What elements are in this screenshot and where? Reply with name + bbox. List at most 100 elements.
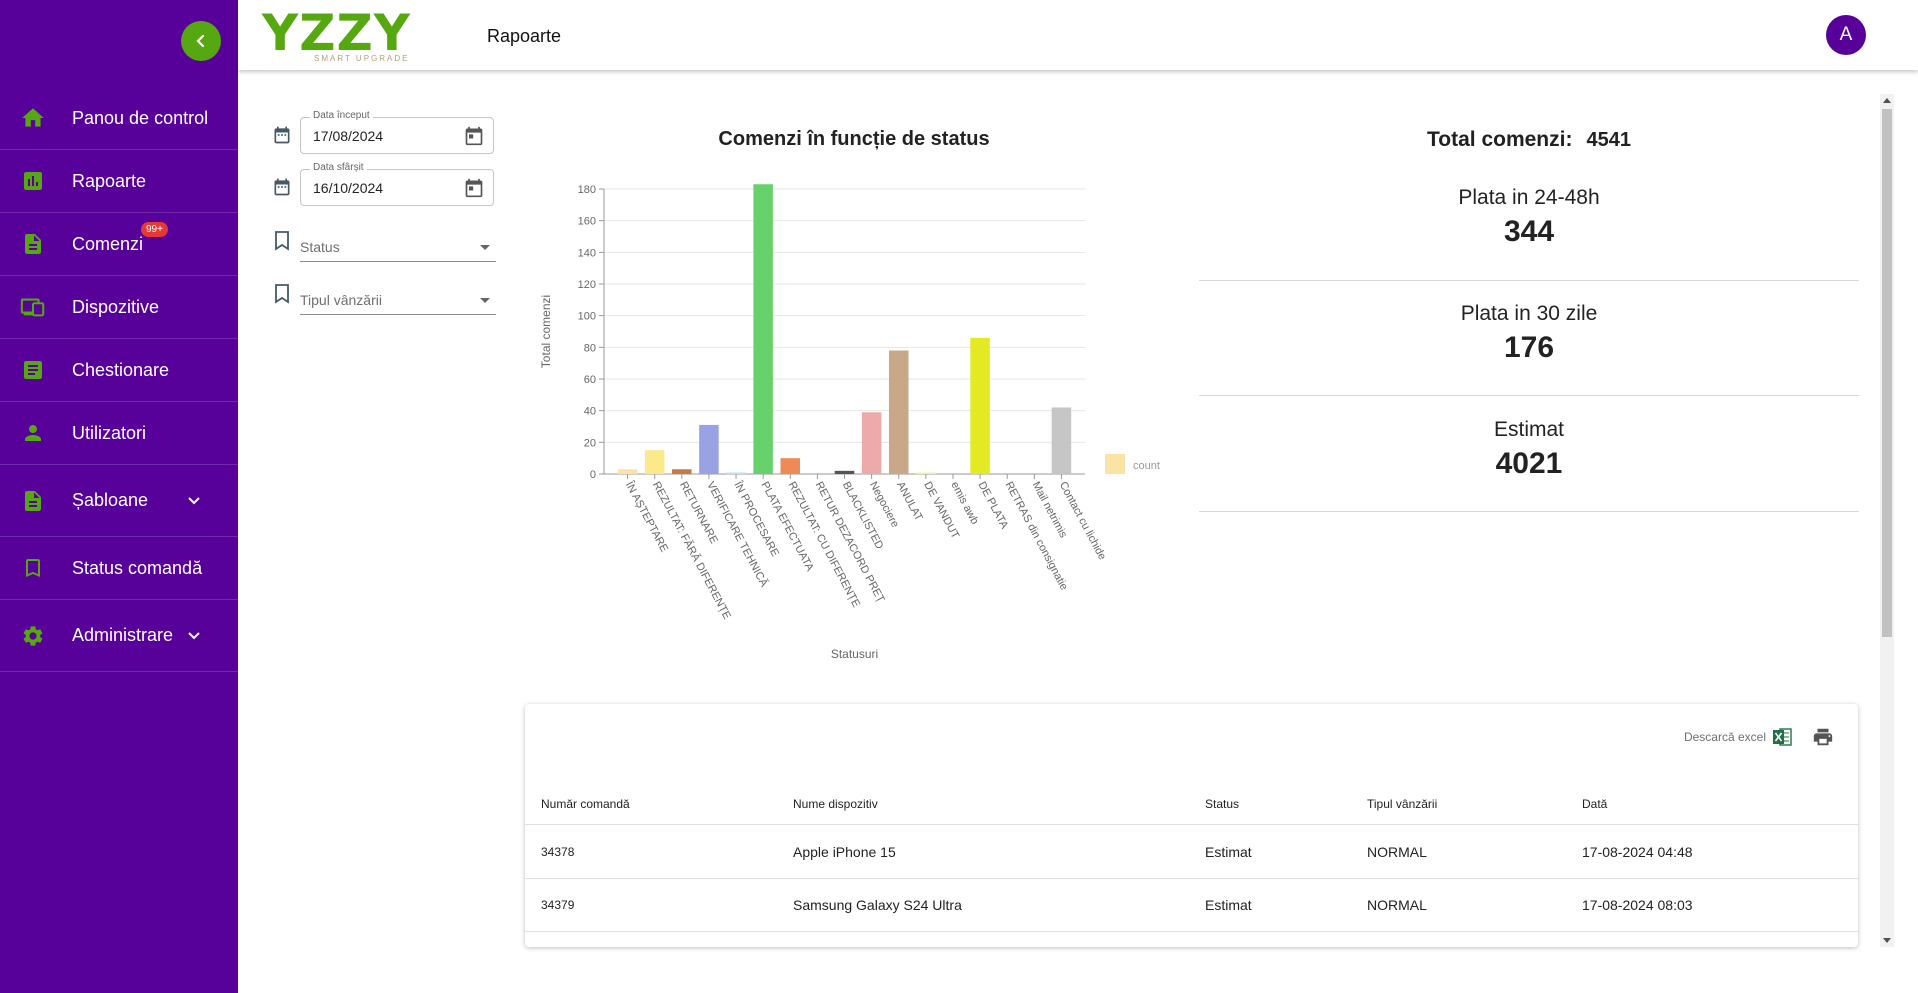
list-document-icon <box>20 357 46 383</box>
chart-title: Comenzi în funcție de status <box>718 128 990 150</box>
field-label: Data început <box>310 110 373 121</box>
stat-estimated: Estimat 4021 <box>1199 418 1859 512</box>
download-excel-button[interactable]: Descarcă excel <box>1683 730 1766 744</box>
chevron-left-icon <box>196 34 205 48</box>
chevron-down-icon <box>188 496 200 504</box>
end-date-field[interactable]: Data sfârșit 16/10/2024 <box>300 162 494 206</box>
scroll-down-arrow-icon[interactable] <box>1883 938 1891 943</box>
y-tick-label: 160 <box>578 216 596 228</box>
start-date-field[interactable]: Data început 17/08/2024 <box>300 110 494 154</box>
sidebar-item-chestionare[interactable]: Chestionare <box>0 339 238 402</box>
status-cell: Estimat <box>1205 844 1252 860</box>
y-tick-label: 140 <box>578 247 596 259</box>
device-name-cell: Apple iPhone 15 <box>793 844 896 860</box>
bar <box>644 450 665 474</box>
collapse-sidebar-button[interactable] <box>181 21 221 61</box>
user-avatar[interactable]: A <box>1826 15 1866 55</box>
chevron-down-icon <box>188 631 200 639</box>
bookmark-icon <box>20 555 46 581</box>
sidebar-item-label: Utilizatori <box>72 422 147 443</box>
date-cell: 17-08-2024 04:48 <box>1582 844 1693 860</box>
table-row[interactable]: 34379 Samsung Galaxy S24 Ultra Estimat N… <box>525 879 1858 932</box>
devices-icon <box>20 294 46 320</box>
order-number-cell: 34378 <box>541 845 575 859</box>
sidebar-item-dispozitive[interactable]: Dispozitive <box>0 276 238 339</box>
sidebar-item-panou-de-control[interactable]: Panou de control <box>0 87 238 150</box>
table-header: Număr comandă Nume dispozitiv Status Tip… <box>525 784 1858 825</box>
sidebar-item-label: Rapoarte <box>72 170 147 191</box>
stat-value: 344 <box>1503 215 1555 248</box>
sidebar-item-comenzi[interactable]: Comenzi 99+ <box>0 213 238 276</box>
bookmark-icon <box>275 231 289 251</box>
bar <box>753 184 773 474</box>
template-icon <box>20 488 46 514</box>
bar <box>861 412 882 474</box>
total-orders: Total comenzi: 4541 <box>1199 128 1859 152</box>
stat-value: 176 <box>1503 331 1555 364</box>
sidebar: Panou de control Rapoarte Comenzi 99+ Di… <box>0 0 238 993</box>
sidebar-item-sabloane[interactable]: Șabloane <box>0 465 238 537</box>
bar <box>1051 407 1072 474</box>
vertical-scrollbar[interactable] <box>1880 94 1894 947</box>
stat-label: Estimat <box>1493 418 1564 441</box>
legend-swatch <box>1105 454 1125 474</box>
excel-icon[interactable] <box>1772 727 1792 747</box>
date-cell: 17-08-2024 08:03 <box>1582 897 1693 913</box>
select-placeholder: Tipul vânzării <box>300 292 382 308</box>
calendar-icon <box>274 126 290 144</box>
sidebar-item-status-comanda[interactable]: Status comandă <box>0 537 238 600</box>
logo-tagline: SMART UPGRADE <box>314 54 410 63</box>
sidebar-item-label: Comenzi <box>72 233 144 254</box>
y-axis-label: Total comenzi <box>539 295 553 368</box>
column-header[interactable]: Status <box>1205 797 1240 811</box>
x-tick-label: Contact cu lichide <box>1057 480 1108 562</box>
sidebar-nav: Panou de control Rapoarte Comenzi 99+ Di… <box>0 87 238 672</box>
sidebar-item-label: Administrare <box>72 625 174 645</box>
sale-type-cell: NORMAL <box>1367 897 1427 913</box>
calendar-picker-icon[interactable] <box>464 178 484 198</box>
sidebar-item-administrare[interactable]: Administrare <box>0 600 238 672</box>
x-axis-label: Statusuri <box>831 647 878 661</box>
y-tick-label: 100 <box>578 311 596 323</box>
calendar-picker-icon[interactable] <box>464 126 484 146</box>
column-header[interactable]: Nume dispozitiv <box>793 797 878 811</box>
bar-chart-icon <box>20 168 46 194</box>
brand-logo[interactable]: YZZY SMART UPGRADE <box>262 4 466 66</box>
sidebar-item-rapoarte[interactable]: Rapoarte <box>0 150 238 213</box>
field-value: 17/08/2024 <box>313 128 384 144</box>
total-orders-label: Total comenzi: <box>1427 128 1573 151</box>
y-tick-label: 80 <box>584 342 596 354</box>
status-select[interactable]: Status <box>300 232 496 262</box>
scroll-up-arrow-icon[interactable] <box>1883 98 1891 103</box>
orders-table: Descarcă excel Număr comandă Nume dispoz… <box>525 704 1858 947</box>
sale-type-cell: NORMAL <box>1367 844 1427 860</box>
device-name-cell: Samsung Galaxy S24 Ultra <box>793 897 962 913</box>
stat-value: 4021 <box>1495 447 1563 480</box>
y-tick-label: 0 <box>590 469 596 481</box>
sale-type-select[interactable]: Tipul vânzării <box>300 285 496 315</box>
calendar-icon <box>274 178 290 196</box>
sidebar-item-label: Chestionare <box>72 359 170 380</box>
sidebar-item-label: Dispozitive <box>72 296 160 317</box>
stat-payment-24-48h: Plata in 24-48h 344 <box>1199 186 1859 281</box>
y-tick-label: 40 <box>584 406 596 418</box>
bookmark-icon <box>275 284 289 304</box>
y-tick-label: 60 <box>584 374 596 386</box>
home-icon <box>20 105 46 131</box>
column-header[interactable]: Număr comandă <box>541 797 630 811</box>
bar <box>888 350 909 474</box>
sidebar-item-utilizatori[interactable]: Utilizatori <box>0 402 238 465</box>
table-row[interactable]: 34378 Apple iPhone 15 Estimat NORMAL 17-… <box>525 826 1858 879</box>
y-tick-label: 180 <box>578 184 596 196</box>
sidebar-item-label: Status comandă <box>72 557 203 578</box>
top-app-bar: YZZY SMART UPGRADE Rapoarte A <box>238 0 1918 70</box>
scrollbar-thumb[interactable] <box>1882 109 1892 637</box>
print-icon[interactable] <box>1812 726 1834 748</box>
column-header[interactable]: Dată <box>1582 797 1608 811</box>
column-header[interactable]: Tipul vânzării <box>1367 797 1438 811</box>
bar <box>780 458 801 474</box>
notification-badge: 99+ <box>141 222 168 237</box>
page-title: Rapoarte <box>487 26 562 46</box>
bar <box>726 472 746 474</box>
